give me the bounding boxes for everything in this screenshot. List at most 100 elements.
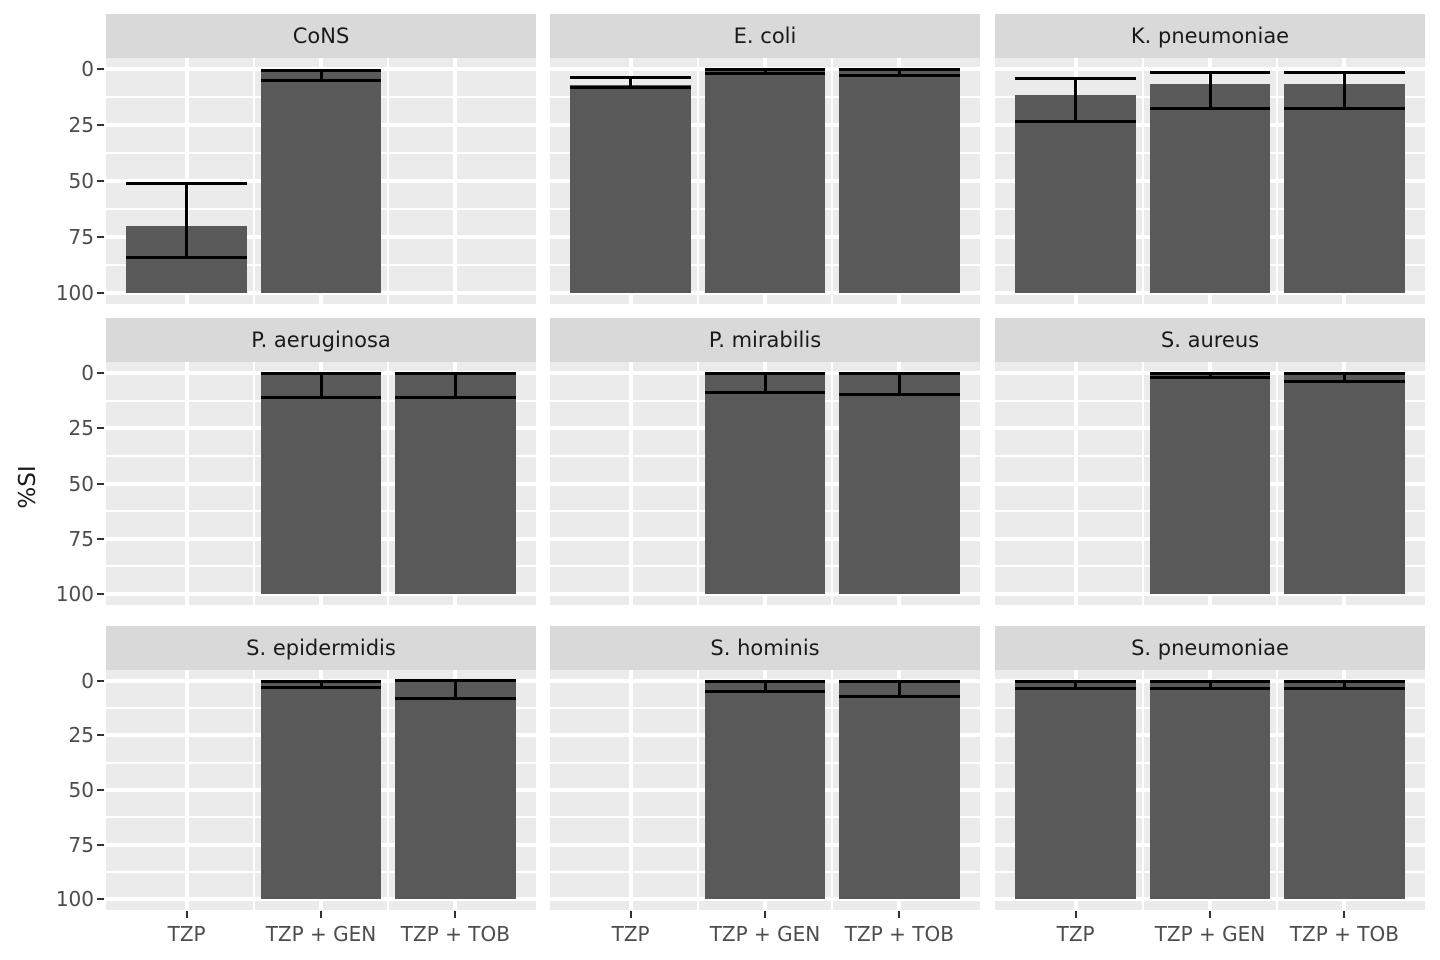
errorbar-vertical	[1208, 373, 1212, 378]
x-tick-label: TZP	[167, 922, 206, 946]
errorbar-vertical	[1208, 681, 1212, 689]
x-tick-mark	[454, 911, 457, 918]
facet-strip-p-mirabilis: P. mirabilis	[550, 318, 980, 362]
errorbar-cap-low	[394, 395, 516, 399]
errorbar-vertical	[1208, 72, 1212, 109]
x-tick-label: TZP	[1056, 922, 1095, 946]
y-tick-label: 25	[68, 723, 94, 748]
facet-title-k-pneumoniae: K. pneumoniae	[1130, 24, 1290, 48]
errorbar-vertical	[1074, 78, 1078, 122]
errorbar-cap-low	[1283, 106, 1405, 110]
facet-strip-k-pneumoniae: K. pneumoniae	[995, 14, 1425, 58]
errorbar-vertical	[897, 373, 901, 395]
bar-s-pneumoniae-3	[1283, 682, 1405, 900]
x-tick-mark	[764, 911, 766, 918]
x-tick-mark	[629, 911, 632, 918]
facet-panel-s-hominis	[550, 670, 980, 910]
errorbar-cap-low	[260, 395, 382, 399]
errorbar-cap-low	[704, 690, 826, 694]
bar-cons-2	[260, 71, 382, 293]
errorbar-cap-high	[838, 679, 960, 683]
facet-strip-e-coli: E. coli	[550, 14, 980, 58]
bar-k-pneumoniae-1	[1015, 94, 1137, 293]
y-tick-mark	[97, 482, 104, 485]
errorbar-cap-low	[838, 392, 960, 396]
x-tick-label: TZP + TOB	[400, 922, 510, 946]
errorbar-cap-low	[1149, 106, 1271, 110]
x-tick-mark	[1343, 911, 1346, 918]
bar-p-mirabilis-3	[838, 373, 960, 594]
errorbar-cap-high	[260, 68, 382, 72]
errorbar-cap-high	[260, 371, 382, 375]
errorbar-cap-low	[704, 391, 826, 395]
facet-panel-cons	[106, 58, 536, 304]
errorbar-cap-low	[704, 72, 826, 76]
errorbar-vertical	[319, 70, 323, 81]
y-tick-label: 50	[68, 169, 94, 193]
errorbar-cap-high	[1015, 76, 1137, 80]
bar-p-aeruginosa-3	[394, 373, 516, 594]
errorbar-cap-high	[1015, 679, 1137, 683]
facet-strip-cons: CoNS	[106, 14, 536, 58]
y-tick-mark	[97, 68, 104, 71]
bar-k-pneumoniae-3	[1283, 83, 1405, 293]
facet-panel-s-pneumoniae	[995, 670, 1425, 910]
errorbar-vertical	[763, 69, 767, 74]
bar-e-coli-3	[838, 71, 960, 293]
errorbar-cap-low	[570, 85, 692, 89]
y-tick-label: 50	[68, 778, 94, 802]
y-tick-label: 0	[81, 668, 94, 693]
errorbar-cap-low	[260, 78, 382, 82]
errorbar-vertical	[319, 373, 323, 398]
errorbar-cap-high	[1283, 679, 1405, 683]
errorbar-cap-low	[838, 694, 960, 698]
x-tick-mark	[185, 911, 188, 918]
errorbar-cap-high	[260, 679, 382, 683]
errorbar-cap-low	[1149, 375, 1271, 379]
errorbar-cap-low	[838, 74, 960, 78]
y-tick-label: 75	[68, 832, 94, 857]
bar-e-coli-1	[570, 84, 692, 293]
y-tick-mark	[97, 898, 104, 901]
x-tick-mark	[1074, 911, 1077, 918]
errorbar-cap-low	[1015, 687, 1137, 691]
errorbar-vertical	[897, 69, 901, 76]
bar-s-hominis-3	[838, 682, 960, 900]
errorbar-vertical	[629, 77, 633, 88]
facet-strip-s-pneumoniae: S. pneumoniae	[995, 626, 1425, 670]
errorbar-cap-high	[1283, 71, 1405, 75]
errorbar-vertical	[1074, 681, 1078, 689]
facet-panel-k-pneumoniae	[995, 58, 1425, 304]
y-tick-label: 100	[55, 887, 94, 912]
facet-panel-p-aeruginosa	[106, 362, 536, 605]
facet-strip-s-hominis: S. hominis	[550, 626, 980, 670]
y-tick-mark	[97, 734, 104, 737]
bar-s-epidermidis-3	[394, 680, 516, 900]
errorbar-cap-low	[394, 696, 516, 700]
errorbar-vertical	[319, 681, 323, 688]
facet-panel-s-aureus	[995, 362, 1425, 605]
facet-title-cons: CoNS	[292, 24, 350, 48]
y-tick-label: 50	[68, 471, 94, 496]
errorbar-cap-high	[394, 679, 516, 683]
y-tick-mark	[97, 537, 104, 540]
facet-title-s-pneumoniae: S. pneumoniae	[1131, 636, 1289, 660]
facet-panel-s-epidermidis	[106, 670, 536, 910]
errorbar-cap-high	[704, 67, 826, 71]
errorbar-vertical	[1342, 72, 1346, 109]
errorbar-vertical	[1342, 681, 1346, 689]
y-tick-mark	[97, 592, 104, 595]
x-tick-mark	[320, 911, 322, 918]
facet-title-s-hominis: S. hominis	[710, 636, 820, 660]
gridline-major-v	[628, 670, 633, 910]
errorbar-cap-high	[1283, 371, 1405, 375]
errorbar-cap-low	[126, 255, 248, 259]
y-tick-label: 25	[68, 416, 94, 441]
y-tick-label: 0	[81, 361, 94, 386]
y-tick-mark	[97, 180, 104, 182]
y-tick-mark	[97, 427, 104, 430]
errorbar-cap-low	[1283, 687, 1405, 691]
errorbar-vertical	[453, 373, 457, 398]
y-tick-mark	[97, 843, 104, 846]
